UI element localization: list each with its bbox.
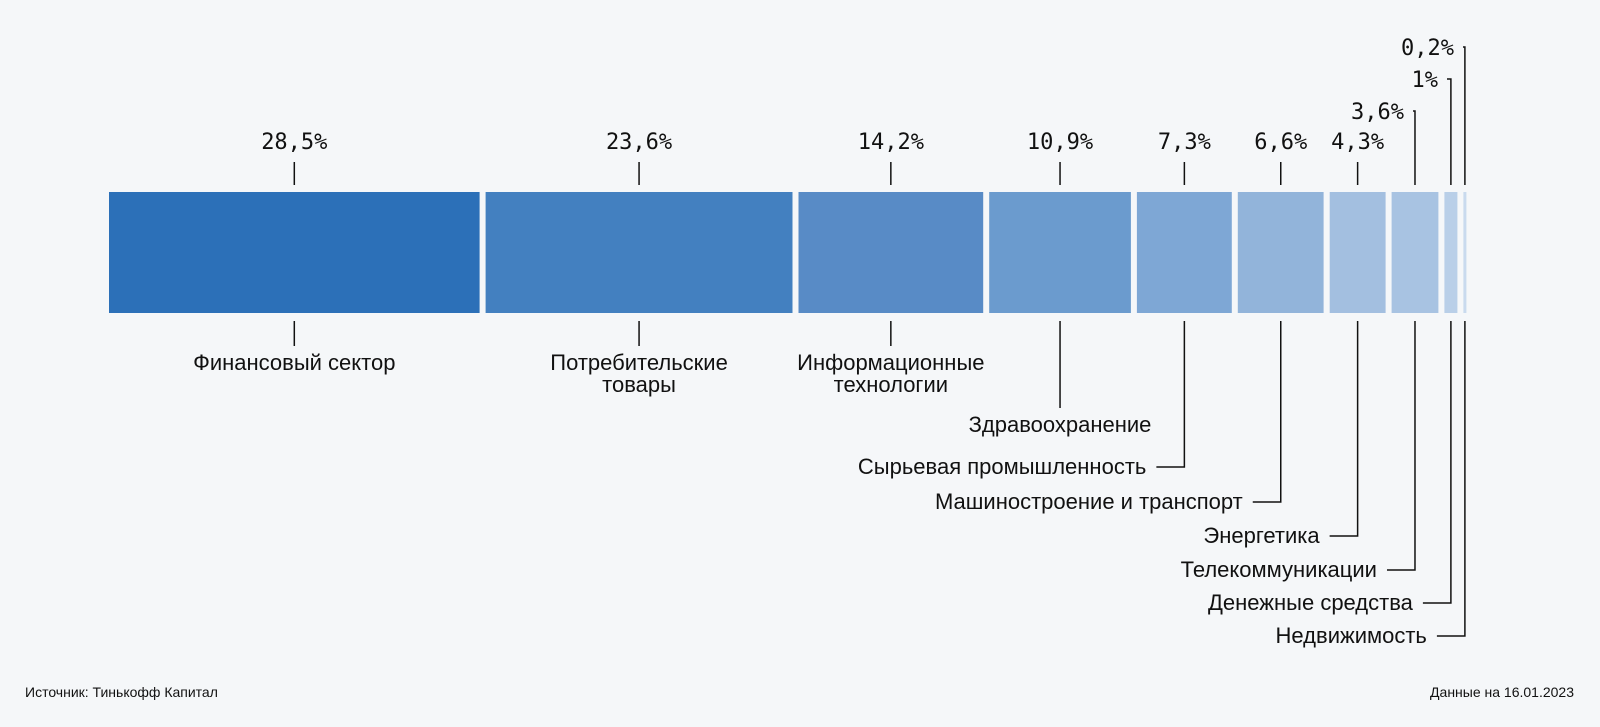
bar-segment-2: [485, 192, 793, 313]
bar-segment-7: [1329, 192, 1386, 313]
value-label-8: 3,6%: [1351, 100, 1404, 125]
category-leader-8: [1386, 321, 1416, 571]
bar-segment-1: [109, 192, 480, 313]
category-leader-9: [1422, 321, 1452, 604]
category-leader-10: [1436, 321, 1466, 637]
value-label-9: 1%: [1412, 68, 1439, 93]
chart-labels: 28,5% 23,6% 14,2% 10,9% 7,3% 6,6% 4,3% 3,6% 1% 0,…: [193, 36, 1454, 648]
bar-segment-5: [1136, 192, 1232, 313]
bar-segment-4: [989, 192, 1131, 313]
category-label-9: Денежные средства: [1208, 590, 1414, 615]
bar-segments: [109, 192, 1467, 313]
leader-lines: [293, 46, 1466, 637]
category-leader-5: [1156, 321, 1186, 468]
value-label-6: 6,6%: [1254, 130, 1307, 155]
value-label-3: 14,2%: [858, 130, 924, 155]
category-label-7: Энергетика: [1203, 523, 1320, 548]
category-label-3: Информационные технологии: [797, 350, 984, 397]
value-label-7: 4,3%: [1331, 130, 1384, 155]
source-note: Источник: Тинькофф Капитал: [25, 684, 218, 700]
category-label-8: Телекоммуникации: [1181, 557, 1377, 582]
category-label-1: Финансовый сектор: [193, 350, 395, 375]
bar-segment-10: [1463, 192, 1467, 313]
category-label-5: Сырьевая промышленность: [858, 454, 1146, 479]
value-label-5: 7,3%: [1158, 130, 1211, 155]
data-date-note: Данные на 16.01.2023: [1430, 684, 1574, 700]
category-label-6: Машиностроение и транспорт: [935, 489, 1243, 514]
bar-segment-9: [1444, 192, 1458, 313]
value-label-2: 23,6%: [606, 130, 672, 155]
category-leader-7: [1329, 321, 1359, 537]
category-label-2: Потребительские товары: [550, 350, 728, 397]
category-label-4: Здравоохранение: [969, 412, 1152, 437]
category-leader-6: [1252, 321, 1282, 503]
value-label-10: 0,2%: [1401, 36, 1454, 61]
value-label-1: 28,5%: [261, 130, 327, 155]
value-leader-8: [1413, 110, 1416, 185]
bar-segment-6: [1237, 192, 1324, 313]
value-leader-10: [1463, 46, 1466, 185]
bar-segment-3: [798, 192, 984, 313]
bar-segment-8: [1391, 192, 1439, 313]
value-label-4: 10,9%: [1027, 130, 1093, 155]
value-leader-9: [1447, 78, 1452, 185]
category-label-10: Недвижимость: [1276, 623, 1427, 648]
